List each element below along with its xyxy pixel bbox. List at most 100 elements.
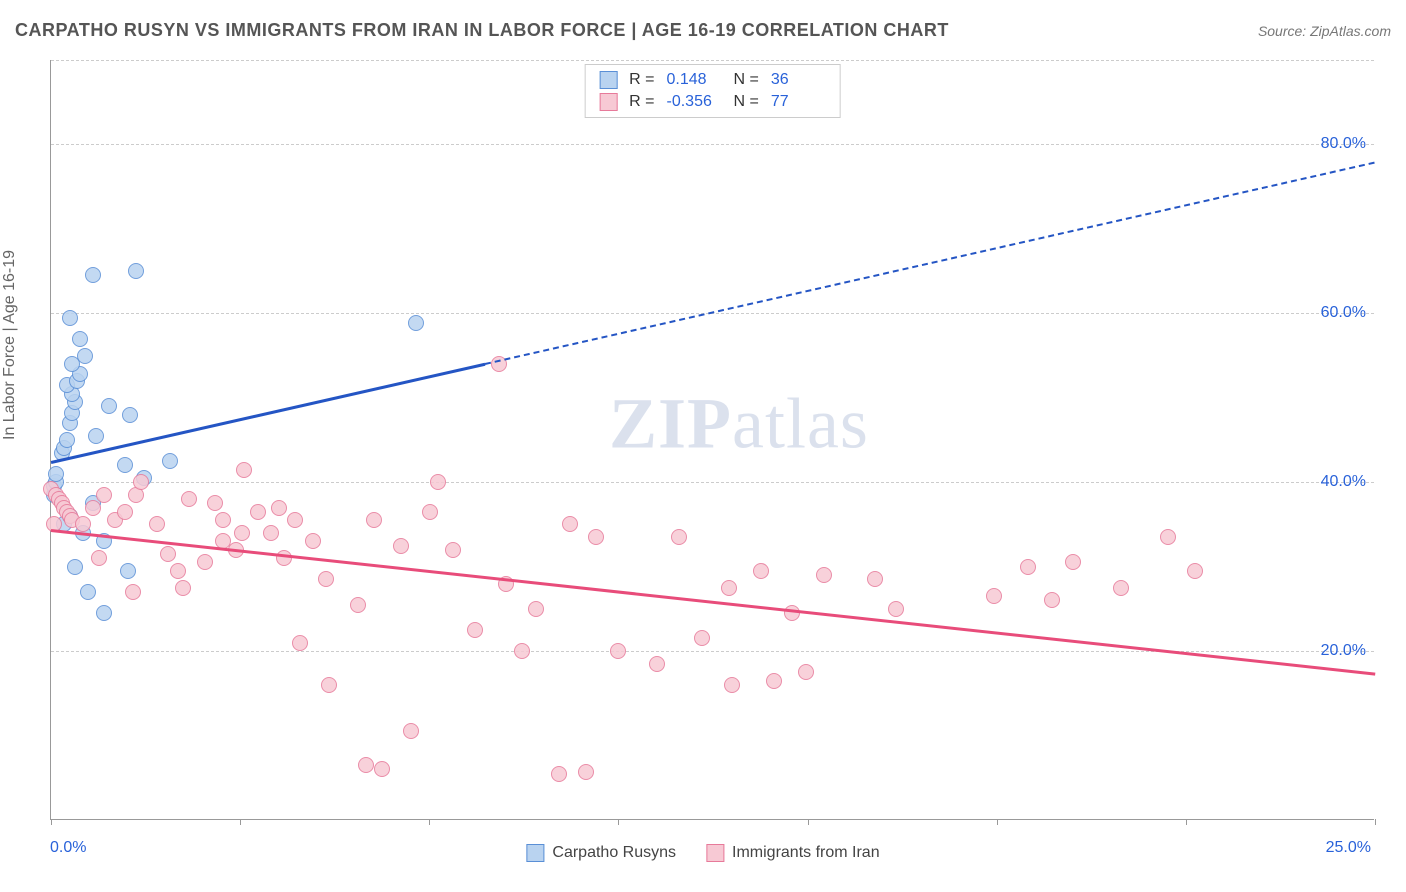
data-point [467, 622, 483, 638]
legend-row: R =-0.356N =77 [599, 91, 826, 113]
legend-swatch [599, 71, 617, 89]
legend-swatch [599, 93, 617, 111]
data-point [986, 588, 1002, 604]
legend-item: Immigrants from Iran [706, 844, 880, 862]
x-tick [1375, 819, 1376, 825]
data-point [321, 677, 337, 693]
legend-label: Immigrants from Iran [732, 844, 880, 862]
data-point [350, 597, 366, 613]
data-point [292, 635, 308, 651]
data-point [77, 348, 93, 364]
legend-r-label: R = [629, 71, 654, 89]
data-point [888, 601, 904, 617]
data-point [96, 605, 112, 621]
data-point [1160, 529, 1176, 545]
data-point [403, 723, 419, 739]
data-point [649, 656, 665, 672]
data-point [445, 542, 461, 558]
x-tick [429, 819, 430, 825]
data-point [724, 677, 740, 693]
series-legend: Carpatho Rusyns Immigrants from Iran [526, 844, 879, 862]
data-point [162, 453, 178, 469]
x-tick [1186, 819, 1187, 825]
data-point [1065, 554, 1081, 570]
y-tick-label: 20.0% [1321, 642, 1366, 660]
data-point [170, 563, 186, 579]
data-point [287, 512, 303, 528]
data-point [48, 466, 64, 482]
data-point [318, 571, 334, 587]
chart-title: CARPATHO RUSYN VS IMMIGRANTS FROM IRAN I… [15, 20, 949, 41]
data-point [120, 563, 136, 579]
data-point [358, 757, 374, 773]
data-point [215, 512, 231, 528]
data-point [85, 500, 101, 516]
data-point [234, 525, 250, 541]
data-point [91, 550, 107, 566]
data-point [305, 533, 321, 549]
data-point [1044, 592, 1060, 608]
legend-item: Carpatho Rusyns [526, 844, 676, 862]
data-point [766, 673, 782, 689]
data-point [867, 571, 883, 587]
data-point [1020, 559, 1036, 575]
data-point [562, 516, 578, 532]
data-point [528, 601, 544, 617]
y-axis-label: In Labor Force | Age 16-19 [1, 250, 19, 440]
legend-swatch [706, 844, 724, 862]
data-point [1187, 563, 1203, 579]
y-tick-label: 80.0% [1321, 135, 1366, 153]
legend-row: R =0.148N =36 [599, 69, 826, 91]
data-point [85, 267, 101, 283]
data-point [250, 504, 266, 520]
data-point [80, 584, 96, 600]
data-point [197, 554, 213, 570]
data-point [578, 764, 594, 780]
data-point [721, 580, 737, 596]
data-point [133, 474, 149, 490]
data-point [207, 495, 223, 511]
x-tick [240, 819, 241, 825]
data-point [75, 516, 91, 532]
data-point [393, 538, 409, 554]
data-point [271, 500, 287, 516]
data-point [798, 664, 814, 680]
gridline [51, 60, 1374, 61]
data-point [588, 529, 604, 545]
data-point [67, 559, 83, 575]
data-point [551, 766, 567, 782]
data-point [366, 512, 382, 528]
data-point [263, 525, 279, 541]
data-point [72, 331, 88, 347]
data-point [59, 432, 75, 448]
watermark: ZIPatlas [609, 383, 869, 466]
legend-swatch [526, 844, 544, 862]
scatter-plot: ZIPatlas R =0.148N =36R =-0.356N =77 20.… [50, 60, 1374, 820]
trend-line [485, 161, 1375, 364]
data-point [276, 550, 292, 566]
trend-line [51, 363, 486, 464]
data-point [671, 529, 687, 545]
data-point [125, 584, 141, 600]
x-tick [51, 819, 52, 825]
y-tick-label: 60.0% [1321, 304, 1366, 322]
data-point [96, 487, 112, 503]
x-tick [997, 819, 998, 825]
legend-label: Carpatho Rusyns [552, 844, 676, 862]
data-point [374, 761, 390, 777]
legend-n-value: 77 [771, 93, 826, 111]
data-point [181, 491, 197, 507]
data-point [1113, 580, 1129, 596]
data-point [160, 546, 176, 562]
data-point [753, 563, 769, 579]
data-point [128, 263, 144, 279]
data-point [122, 407, 138, 423]
data-point [101, 398, 117, 414]
x-tick [808, 819, 809, 825]
data-point [694, 630, 710, 646]
legend-n-label: N = [734, 93, 759, 111]
gridline [51, 144, 1374, 145]
data-point [784, 605, 800, 621]
data-point [62, 310, 78, 326]
legend-n-value: 36 [771, 71, 826, 89]
